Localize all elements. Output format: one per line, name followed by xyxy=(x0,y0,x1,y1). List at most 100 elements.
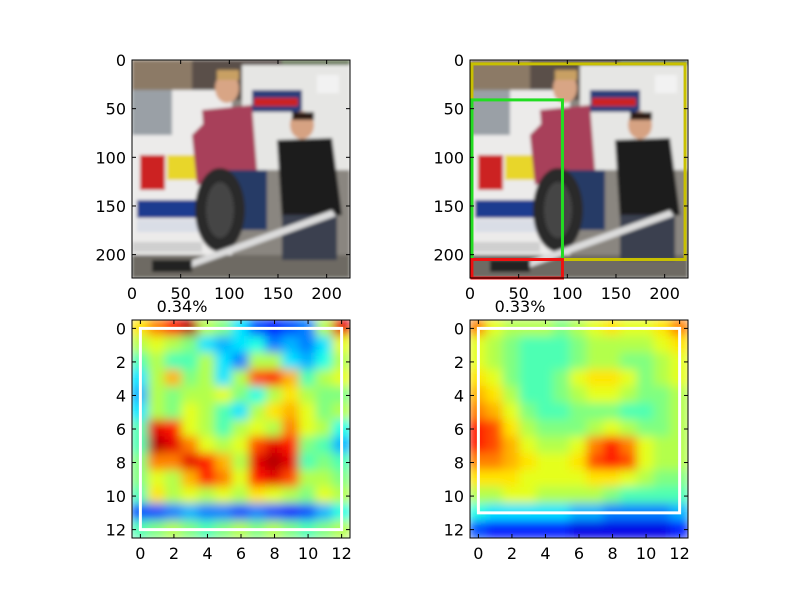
heatmap-cell xyxy=(198,436,217,456)
heatmap-cell xyxy=(147,453,167,472)
panel-content xyxy=(470,60,688,278)
heatmap-cell xyxy=(519,520,539,538)
y-tick-label: 12 xyxy=(106,521,126,540)
heatmap-cell xyxy=(603,402,622,422)
heatmap-cell xyxy=(586,369,606,389)
heatmap-cell xyxy=(552,469,572,489)
heatmap-cell xyxy=(603,469,622,489)
heatmap-cell xyxy=(281,386,301,405)
y-tick-label: 50 xyxy=(444,100,464,119)
heatmap-cell xyxy=(181,419,201,439)
y-tick-label: 12 xyxy=(444,521,464,540)
heatmap-cell xyxy=(536,402,555,422)
y-tick-label: 150 xyxy=(95,197,126,216)
x-tick-label: 6 xyxy=(236,544,246,563)
heatmap-cell xyxy=(519,436,539,456)
heatmap-cell xyxy=(248,436,268,456)
x-tick-label: 100 xyxy=(214,284,245,303)
heatmap-cell xyxy=(653,486,673,506)
heatmap-cell xyxy=(502,402,522,422)
heatmap-cell xyxy=(198,335,217,355)
heatmap-cell xyxy=(147,402,167,422)
heatmap-cell xyxy=(181,402,201,422)
heatmap-cell xyxy=(147,469,167,489)
heatmap-cell xyxy=(636,402,656,422)
heatmap-cell xyxy=(552,352,572,372)
heatmap-cell xyxy=(636,419,656,439)
heatmap-cell xyxy=(214,486,234,506)
y-tick-label: 10 xyxy=(444,487,464,506)
y-tick-label: 2 xyxy=(116,353,126,372)
heatmap-cell xyxy=(603,386,622,405)
heatmap-cell xyxy=(198,369,217,389)
heatmap-cells xyxy=(132,320,350,538)
heatmap-cell xyxy=(147,486,167,506)
heatmap-cell xyxy=(569,469,589,489)
heatmap-cell xyxy=(653,386,673,405)
heatmap-cell xyxy=(603,520,622,538)
heatmap-cell xyxy=(281,436,301,456)
heatmap-cell xyxy=(164,436,184,456)
heatmap-cell xyxy=(248,386,268,405)
heatmap-cell xyxy=(619,386,639,405)
heatmap-cell xyxy=(569,335,589,355)
y-tick-label: 100 xyxy=(433,148,464,167)
heatmap-cell xyxy=(298,352,318,372)
heatmap-cell xyxy=(231,486,251,506)
heatmap-cell xyxy=(265,486,284,506)
heatmap-cell xyxy=(315,469,335,489)
heatmap-cell xyxy=(265,352,284,372)
heatmap-cell xyxy=(248,453,268,472)
heatmap-cell xyxy=(519,419,539,439)
heatmap-cell xyxy=(619,419,639,439)
heatmap-cell xyxy=(536,436,555,456)
heatmap-cell xyxy=(147,436,167,456)
heatmap-cell xyxy=(181,369,201,389)
bbox-white xyxy=(138,326,344,532)
heatmap-cell xyxy=(181,486,201,506)
heatmap-cell xyxy=(603,335,622,355)
heatmap-cell xyxy=(164,369,184,389)
y-tick-label: 50 xyxy=(106,100,126,119)
heatmap-cell xyxy=(231,352,251,372)
heatmap-cell xyxy=(265,386,284,405)
panel-title: 0.34% xyxy=(157,297,208,316)
heatmap-cell xyxy=(552,436,572,456)
heatmap-cell xyxy=(147,352,167,372)
heatmap-cell xyxy=(164,335,184,355)
heatmap-cell xyxy=(315,352,335,372)
heatmap-cell xyxy=(485,469,505,489)
x-tick-label: 50 xyxy=(170,284,190,303)
heatmap-cell xyxy=(569,402,589,422)
heatmap-cell xyxy=(519,402,539,422)
heatmap-cell xyxy=(248,469,268,489)
heatmap-cell xyxy=(519,352,539,372)
heatmap-cell xyxy=(265,453,284,472)
y-tick-label: 200 xyxy=(433,246,464,265)
heatmap-cell xyxy=(231,402,251,422)
x-tick-label: 10 xyxy=(298,544,318,563)
heatmap-cell xyxy=(569,352,589,372)
heatmap-cell xyxy=(536,520,555,538)
heatmap-cell xyxy=(265,436,284,456)
heatmap-cell xyxy=(502,335,522,355)
heatmap-cell xyxy=(586,386,606,405)
heatmap-cell xyxy=(636,436,656,456)
heatmap-cell xyxy=(619,335,639,355)
heatmap-cell xyxy=(619,352,639,372)
heatmap-cell xyxy=(164,352,184,372)
heatmap-cell xyxy=(164,503,184,523)
heatmap-cell xyxy=(502,386,522,405)
y-tick-label: 4 xyxy=(116,386,126,405)
heatmap-cell xyxy=(281,453,301,472)
heatmap-cell xyxy=(164,419,184,439)
y-tick-label: 0 xyxy=(454,51,464,70)
heatmap-cell xyxy=(281,503,301,523)
heatmap-cell xyxy=(164,469,184,489)
y-tick-label: 10 xyxy=(106,487,126,506)
heatmap-cell xyxy=(485,453,505,472)
bbox-white xyxy=(476,326,682,515)
heatmap-cell xyxy=(198,419,217,439)
heatmap-cell xyxy=(198,453,217,472)
heatmap-cell xyxy=(586,419,606,439)
